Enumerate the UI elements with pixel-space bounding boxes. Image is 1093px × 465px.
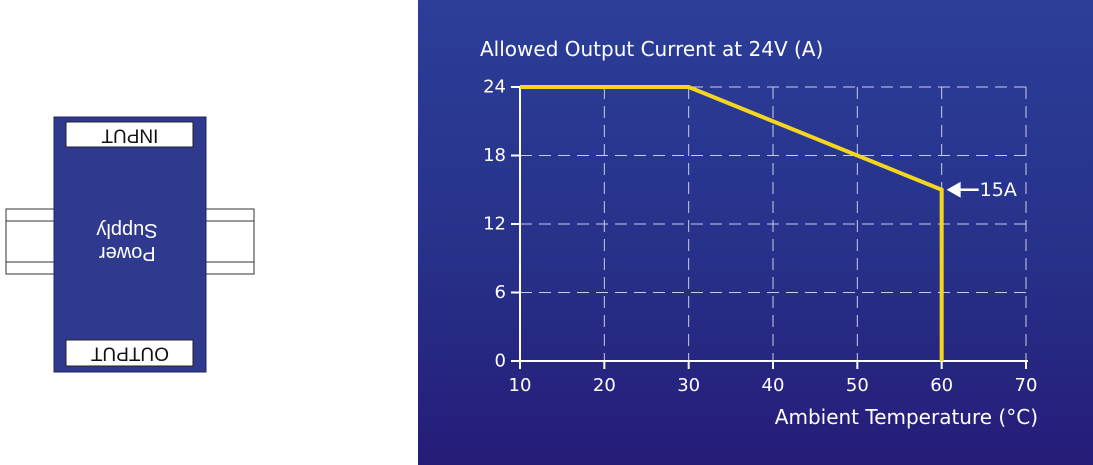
input-label: INPUT bbox=[101, 125, 158, 146]
x-tick-label-30: 30 bbox=[677, 375, 700, 396]
y-tick-label-18: 18 bbox=[483, 145, 506, 166]
x-tick-label-60: 60 bbox=[930, 375, 953, 396]
output-label-box bbox=[65, 339, 194, 367]
annotation-label-0: 15A bbox=[980, 179, 1017, 201]
din-rail-left bbox=[5, 208, 55, 275]
annotation-arrowhead-0 bbox=[946, 181, 961, 198]
power-supply-label-line1: Power bbox=[99, 242, 156, 264]
axes bbox=[511, 86, 1028, 369]
series-layer bbox=[520, 85, 944, 361]
chart-panel: Allowed Output Current at 24V (A) 0 6 12 18… bbox=[418, 0, 1093, 465]
y-tick-label-0: 0 bbox=[495, 351, 506, 372]
y-tick-label-6: 6 bbox=[495, 282, 506, 303]
derating-chart: Allowed Output Current at 24V (A) 0 6 12 18… bbox=[480, 37, 1038, 429]
output-label: OUTPUT bbox=[90, 343, 169, 364]
grid-lines bbox=[520, 86, 1027, 361]
power-supply-label-line2: Supply bbox=[96, 219, 157, 241]
input-label-box bbox=[65, 121, 194, 148]
din-rail-right bbox=[205, 208, 255, 275]
x-tick-label-40: 40 bbox=[762, 375, 785, 396]
x-tick-label-50: 50 bbox=[846, 375, 869, 396]
x-axis-label: Ambient Temperature (°C) bbox=[775, 405, 1038, 429]
tick-labels: 0 6 12 18 24 10 20 30 40 50 60 70 bbox=[483, 77, 1037, 397]
x-tick-label-10: 10 bbox=[509, 375, 532, 396]
power-supply-diagram: INPUT Power Supply OUTPUT bbox=[5, 116, 255, 373]
y-tick-label-12: 12 bbox=[483, 214, 506, 235]
annotations: 15A bbox=[946, 179, 1017, 201]
chart-title: Allowed Output Current at 24V (A) bbox=[480, 37, 823, 61]
derating-curve-0 bbox=[520, 85, 944, 361]
y-tick-label-24: 24 bbox=[483, 77, 506, 98]
x-tick-label-20: 20 bbox=[593, 375, 616, 396]
x-tick-label-70: 70 bbox=[1015, 375, 1038, 396]
power-supply-body bbox=[53, 116, 207, 373]
